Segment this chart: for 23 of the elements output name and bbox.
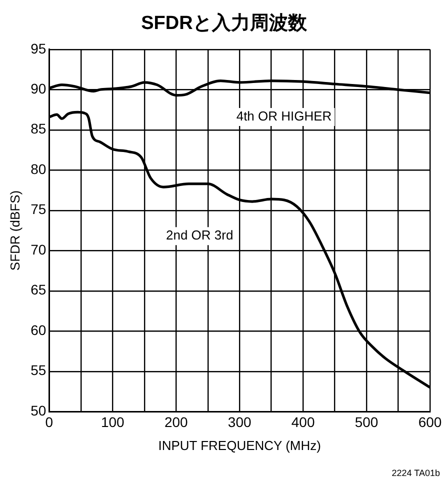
x-tick-label: 0 <box>45 414 54 430</box>
y-tick-label: 95 <box>30 40 46 56</box>
x-tick-label: 200 <box>164 414 188 430</box>
y-tick-label: 65 <box>30 282 46 298</box>
chart-title: SFDRと入力周波数 <box>140 12 308 36</box>
y-tick-label: 70 <box>30 241 46 258</box>
x-axis-title: INPUT FREQUENCY (MHz) <box>158 438 321 453</box>
y-tick-label: 60 <box>30 322 46 338</box>
y-tick-label: 80 <box>30 160 46 177</box>
x-tick-label: 600 <box>418 414 442 430</box>
series-label: 4th OR HIGHER <box>236 108 332 124</box>
text: 2nd OR 3rd <box>166 228 234 243</box>
y-tick-label: 90 <box>30 80 46 97</box>
y-tick-label: 50 <box>30 402 46 418</box>
text: 2224 TA01b <box>392 468 440 478</box>
x-tick-label: 300 <box>228 414 252 430</box>
y-tick-label: 85 <box>30 120 46 137</box>
y-axis-title: SFDR (dBFS) <box>7 190 22 271</box>
x-tick-label: 500 <box>354 414 378 430</box>
x-tick-label: 400 <box>291 414 315 430</box>
y-tick-label: 75 <box>30 201 46 218</box>
x-tick-label: 100 <box>100 414 125 430</box>
y-tick-label: 55 <box>30 362 46 378</box>
